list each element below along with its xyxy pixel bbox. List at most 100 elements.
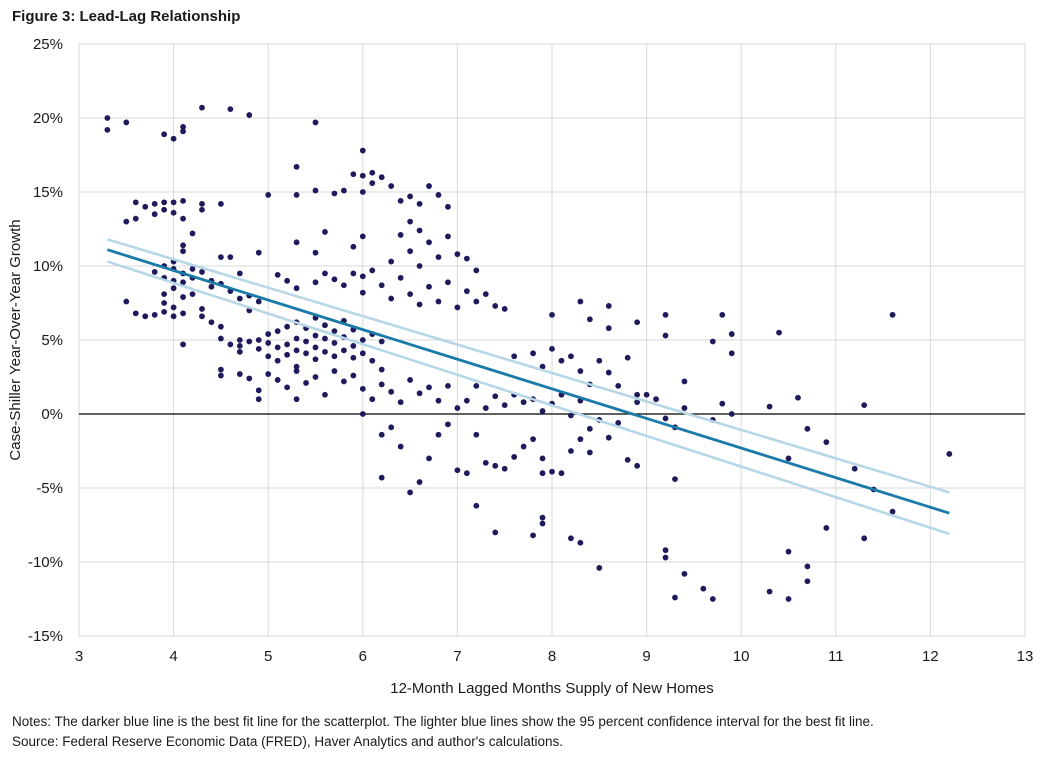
scatter-point [501,306,508,312]
scatter-point [435,397,442,404]
scatter-point [605,325,612,332]
scatter-point [218,200,224,207]
scatter-point [416,301,423,308]
scatter-point [568,448,574,454]
scatter-point [463,255,470,262]
x-tick-label: 7 [453,648,461,665]
scatter-point [511,454,518,460]
scatter-point [539,514,546,521]
scatter-point [539,470,546,477]
scatter-point [388,295,395,302]
scatter-point [265,192,272,198]
scatter-point [170,135,177,142]
scatter-point [180,341,186,348]
scatter-point [246,112,253,118]
scatter-point [378,282,385,289]
scatter-point [397,232,404,238]
scatter-point [473,431,480,438]
scatter-point [265,340,272,346]
scatter-point [161,206,168,213]
scatter-point [861,402,868,409]
scatter-point [161,291,168,298]
scatter-point [180,310,186,317]
scatter-point [227,106,234,113]
scatter-point [766,403,773,410]
scatter-point [274,344,281,351]
scatter-point [312,119,319,126]
x-axis-title: 12-Month Lagged Months Supply of New Hom… [390,680,714,697]
y-axis-ticks: -15% -10% -5% 0% 5% 10% 15% 20% 25% [28,36,63,645]
scatter-point [634,391,641,398]
scatter-point [227,254,234,261]
scatter-point [170,199,177,206]
scatter-point [142,203,149,210]
scatter-point [416,479,423,485]
scatter-point [605,434,612,441]
scatter-point [180,197,186,204]
x-tick-label: 11 [828,648,844,665]
scatter-point [199,269,205,275]
scatter-point [350,270,357,277]
scatter-point [218,372,224,379]
scatter-point [189,291,196,298]
scatter-point [369,180,376,187]
scatter-point [265,331,272,337]
scatter-point [596,565,603,571]
scatter-point [274,328,281,335]
scatter-point [709,596,716,602]
scatter-point [199,206,205,213]
scatter-point [454,251,461,258]
scatter-point [766,588,773,595]
scatter-point [236,337,243,343]
scatter-point [549,311,555,318]
scatter-point [463,470,470,477]
ci-upper-line [107,238,950,494]
y-tick-label: 20% [33,110,63,127]
scatter-point [180,279,186,286]
scatter-point [369,267,376,274]
y-tick-label: -15% [28,628,63,645]
scatter-point [236,348,243,355]
scatter-point [350,171,357,178]
scatter-point [132,215,139,222]
scatter-point [359,385,366,392]
scatter-point [142,313,149,320]
y-tick-label: 5% [41,332,63,349]
scatter-point [804,578,811,585]
scatter-point [227,341,234,348]
scatter-point [388,258,395,265]
scatter-point [586,425,593,432]
scatter-point [605,303,612,309]
scatter-point [426,384,432,391]
scatter-point [274,377,281,383]
scatter-point [662,332,669,339]
data-points [104,104,953,602]
scatter-point [407,193,413,200]
scatter-point [454,405,461,411]
scatter-point [662,554,669,561]
scatter-point [501,465,508,472]
scatter-point [435,192,442,198]
scatter-point [236,295,243,302]
scatter-point [426,283,432,290]
scatter-point [359,337,366,343]
scatter-point [378,174,385,181]
scatter-point [359,189,366,195]
scatter-point [473,382,480,389]
scatter-point [151,200,158,207]
scatter-point [265,371,272,377]
scatter-point [378,381,385,388]
scatter-point [568,412,574,419]
scatter-point [463,288,470,295]
scatter-point [236,343,243,349]
scatter-point [445,421,451,428]
scatter-point [605,369,612,376]
scatter-point [293,363,300,370]
scatter-point [416,227,423,234]
scatter-point [416,263,423,269]
scatter-point [889,311,896,318]
y-tick-label: 0% [41,406,63,423]
scatter-point [416,200,423,207]
scatter-point [132,310,139,317]
scatter-point [785,455,792,462]
